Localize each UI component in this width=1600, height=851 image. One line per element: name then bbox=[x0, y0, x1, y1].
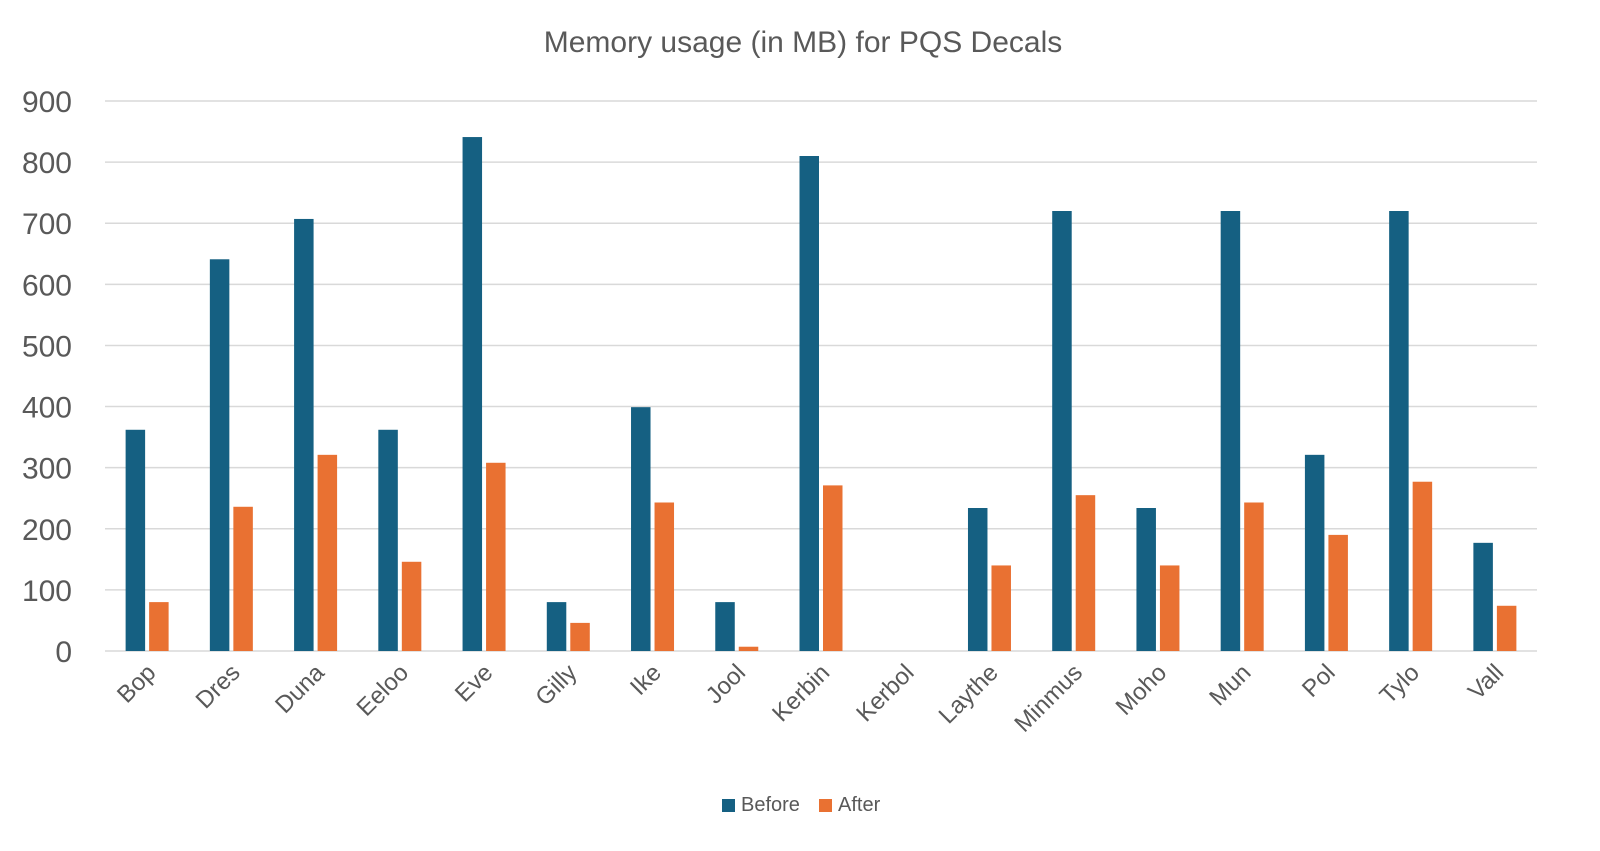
y-tick-label: 200 bbox=[22, 514, 72, 547]
bar-before-duna bbox=[294, 218, 314, 651]
bar-before-eve bbox=[462, 137, 483, 652]
bar-after-eve bbox=[486, 462, 506, 651]
bar-before-kerbin bbox=[799, 156, 819, 651]
x-tick-label: Pol bbox=[1297, 659, 1341, 703]
bar-after-dres bbox=[233, 506, 253, 651]
bar-before-gilly bbox=[546, 602, 567, 651]
x-tick-label: Duna bbox=[270, 659, 330, 719]
legend-swatch-before bbox=[722, 799, 735, 812]
y-tick-label: 600 bbox=[22, 269, 72, 302]
x-tick-label: Mun bbox=[1204, 659, 1256, 711]
x-tick-label: Eeloo bbox=[352, 659, 415, 722]
bars bbox=[125, 137, 1517, 652]
x-tick-label: Moho bbox=[1111, 659, 1173, 721]
legend-swatch-after bbox=[819, 799, 832, 812]
bar-before-bop bbox=[125, 429, 146, 651]
x-tick-label: Dres bbox=[191, 659, 246, 714]
x-tick-label: Bop bbox=[112, 659, 161, 708]
y-axis-ticks: 0 100 200 300 400 500 600 700 800 900 bbox=[22, 86, 72, 669]
x-tick-label: Gilly bbox=[530, 659, 582, 711]
bar-before-mun bbox=[1220, 211, 1241, 651]
bar-before-tylo bbox=[1389, 211, 1409, 651]
y-tick-label: 0 bbox=[55, 636, 72, 669]
x-tick-label: Jool bbox=[701, 659, 751, 709]
bar-after-pol bbox=[1328, 534, 1348, 651]
bar-before-minmus bbox=[1052, 211, 1072, 651]
bar-after-bop bbox=[149, 602, 169, 651]
y-tick-label: 900 bbox=[22, 86, 72, 119]
bar-before-pol bbox=[1304, 454, 1325, 651]
bar-before-moho bbox=[1136, 508, 1156, 651]
bar-after-kerbin bbox=[823, 485, 843, 651]
y-tick-label: 300 bbox=[22, 453, 72, 486]
bar-after-mun bbox=[1244, 502, 1264, 651]
y-tick-label: 400 bbox=[22, 392, 72, 425]
bar-before-vall bbox=[1473, 542, 1493, 651]
y-tick-label: 700 bbox=[22, 208, 72, 241]
x-tick-label: Kerbol bbox=[851, 659, 919, 727]
y-tick-label: 100 bbox=[22, 575, 72, 608]
bar-before-dres bbox=[209, 259, 230, 651]
bar-before-jool bbox=[715, 602, 735, 651]
chart-title: Memory usage (in MB) for PQS Decals bbox=[544, 26, 1062, 59]
x-tick-label: Laythe bbox=[934, 659, 1004, 729]
y-tick-label: 500 bbox=[22, 330, 72, 363]
legend: Before After bbox=[722, 794, 881, 816]
bar-after-duna bbox=[317, 454, 338, 651]
x-axis-ticks: Bop Dres Duna Eeloo Eve Gilly Ike Jool Kerbin Ker… bbox=[112, 659, 1509, 738]
x-tick-label: Kerbin bbox=[767, 659, 835, 727]
bar-after-gilly bbox=[570, 622, 590, 651]
bar-after-ike bbox=[654, 502, 675, 651]
bar-before-eeloo bbox=[378, 429, 398, 651]
x-tick-label: Vall bbox=[1463, 659, 1509, 705]
bar-after-jool bbox=[738, 646, 759, 651]
x-tick-label: Tylo bbox=[1375, 659, 1425, 709]
bar-after-minmus bbox=[1075, 495, 1096, 651]
bar-before-laythe bbox=[967, 508, 988, 651]
legend-label-after: After bbox=[838, 794, 881, 816]
bar-before-ike bbox=[631, 407, 651, 651]
bar-after-moho bbox=[1159, 565, 1180, 651]
y-tick-label: 800 bbox=[22, 147, 72, 180]
x-tick-label: Eve bbox=[450, 659, 498, 707]
bar-after-laythe bbox=[991, 565, 1011, 651]
legend-label-before: Before bbox=[741, 794, 800, 816]
gridlines bbox=[105, 100, 1537, 652]
bar-after-vall bbox=[1496, 605, 1517, 651]
bar-after-eeloo bbox=[401, 561, 422, 651]
bar-after-tylo bbox=[1412, 481, 1433, 651]
x-tick-label: Ike bbox=[625, 659, 667, 701]
x-tick-label: Minmus bbox=[1009, 659, 1087, 737]
